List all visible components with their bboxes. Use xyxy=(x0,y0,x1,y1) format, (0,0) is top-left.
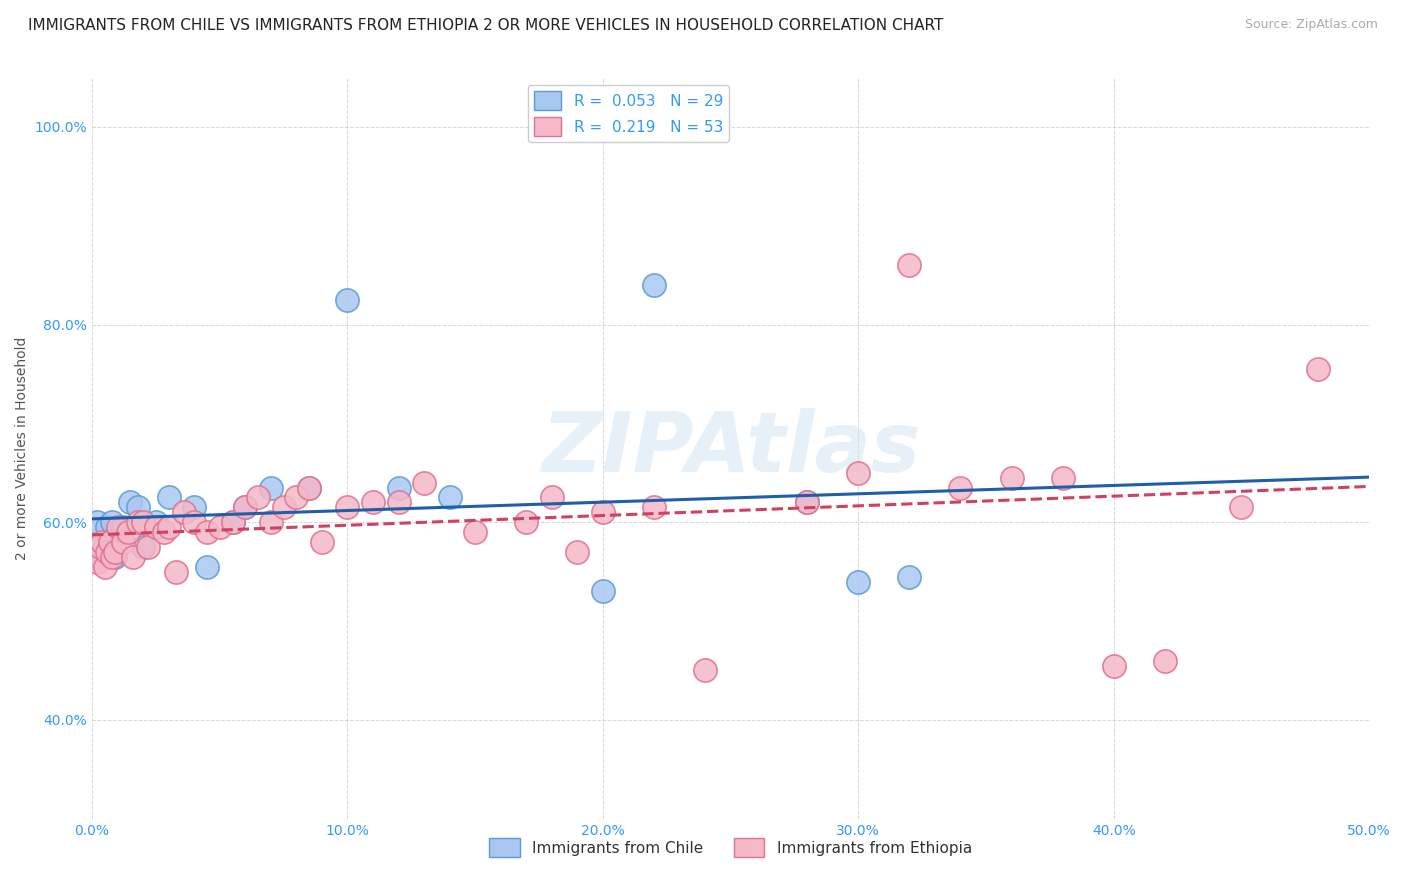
Point xyxy=(567,545,589,559)
Point xyxy=(136,540,159,554)
Point xyxy=(796,495,818,509)
Point xyxy=(86,555,108,569)
Point xyxy=(122,549,145,564)
Point xyxy=(183,500,205,515)
Point xyxy=(101,515,124,529)
Point xyxy=(104,545,127,559)
Point xyxy=(846,574,869,589)
Point xyxy=(1153,654,1175,668)
Point xyxy=(98,545,121,559)
Point xyxy=(361,495,384,509)
Point xyxy=(132,515,155,529)
Point xyxy=(183,515,205,529)
Text: Source: ZipAtlas.com: Source: ZipAtlas.com xyxy=(1244,18,1378,31)
Point xyxy=(1102,658,1125,673)
Point xyxy=(233,500,256,515)
Point xyxy=(96,545,118,559)
Point xyxy=(898,258,921,272)
Point xyxy=(898,569,921,583)
Point xyxy=(145,520,167,534)
Point xyxy=(89,549,111,564)
Point xyxy=(94,559,117,574)
Point xyxy=(336,293,359,307)
Point xyxy=(165,565,187,579)
Point xyxy=(173,505,195,519)
Y-axis label: 2 or more Vehicles in Household: 2 or more Vehicles in Household xyxy=(15,336,30,560)
Point xyxy=(298,481,321,495)
Point xyxy=(311,535,333,549)
Point xyxy=(111,520,134,534)
Point xyxy=(247,491,270,505)
Point xyxy=(101,549,124,564)
Point xyxy=(152,525,174,540)
Point xyxy=(592,584,614,599)
Point xyxy=(540,491,562,505)
Point xyxy=(592,505,614,519)
Point xyxy=(127,515,149,529)
Point xyxy=(796,495,818,509)
Point xyxy=(387,481,409,495)
Point xyxy=(949,481,972,495)
Point xyxy=(643,278,665,293)
Text: ZIPAtlas: ZIPAtlas xyxy=(541,408,921,489)
Point xyxy=(157,520,180,534)
Point xyxy=(439,491,461,505)
Point xyxy=(260,515,283,529)
Point xyxy=(120,495,142,509)
Point xyxy=(693,664,716,678)
Point xyxy=(89,540,111,554)
Point xyxy=(260,481,283,495)
Point xyxy=(387,495,409,509)
Point xyxy=(273,500,295,515)
Point xyxy=(233,500,256,515)
Point xyxy=(1230,500,1253,515)
Point xyxy=(132,540,155,554)
Point xyxy=(111,535,134,549)
Point xyxy=(157,491,180,505)
Point xyxy=(91,540,114,554)
Point xyxy=(515,515,537,529)
Point xyxy=(464,525,486,540)
Point xyxy=(195,559,218,574)
Legend: Immigrants from Chile, Immigrants from Ethiopia: Immigrants from Chile, Immigrants from E… xyxy=(484,832,979,863)
Point xyxy=(221,515,243,529)
Point xyxy=(107,520,129,534)
Point xyxy=(94,535,117,549)
Point xyxy=(336,500,359,515)
Point xyxy=(104,549,127,564)
Point xyxy=(91,535,114,549)
Point xyxy=(413,475,436,490)
Point xyxy=(298,481,321,495)
Point xyxy=(127,500,149,515)
Point xyxy=(285,491,308,505)
Point xyxy=(643,500,665,515)
Point xyxy=(96,520,118,534)
Point xyxy=(195,525,218,540)
Point xyxy=(107,525,129,540)
Point xyxy=(221,515,243,529)
Text: IMMIGRANTS FROM CHILE VS IMMIGRANTS FROM ETHIOPIA 2 OR MORE VEHICLES IN HOUSEHOL: IMMIGRANTS FROM CHILE VS IMMIGRANTS FROM… xyxy=(28,18,943,33)
Point xyxy=(846,466,869,480)
Point xyxy=(1000,471,1022,485)
Point xyxy=(98,535,121,549)
Point xyxy=(1052,471,1074,485)
Point xyxy=(117,525,139,540)
Point xyxy=(145,515,167,529)
Point xyxy=(1306,362,1329,376)
Point xyxy=(208,520,231,534)
Point xyxy=(86,515,108,529)
